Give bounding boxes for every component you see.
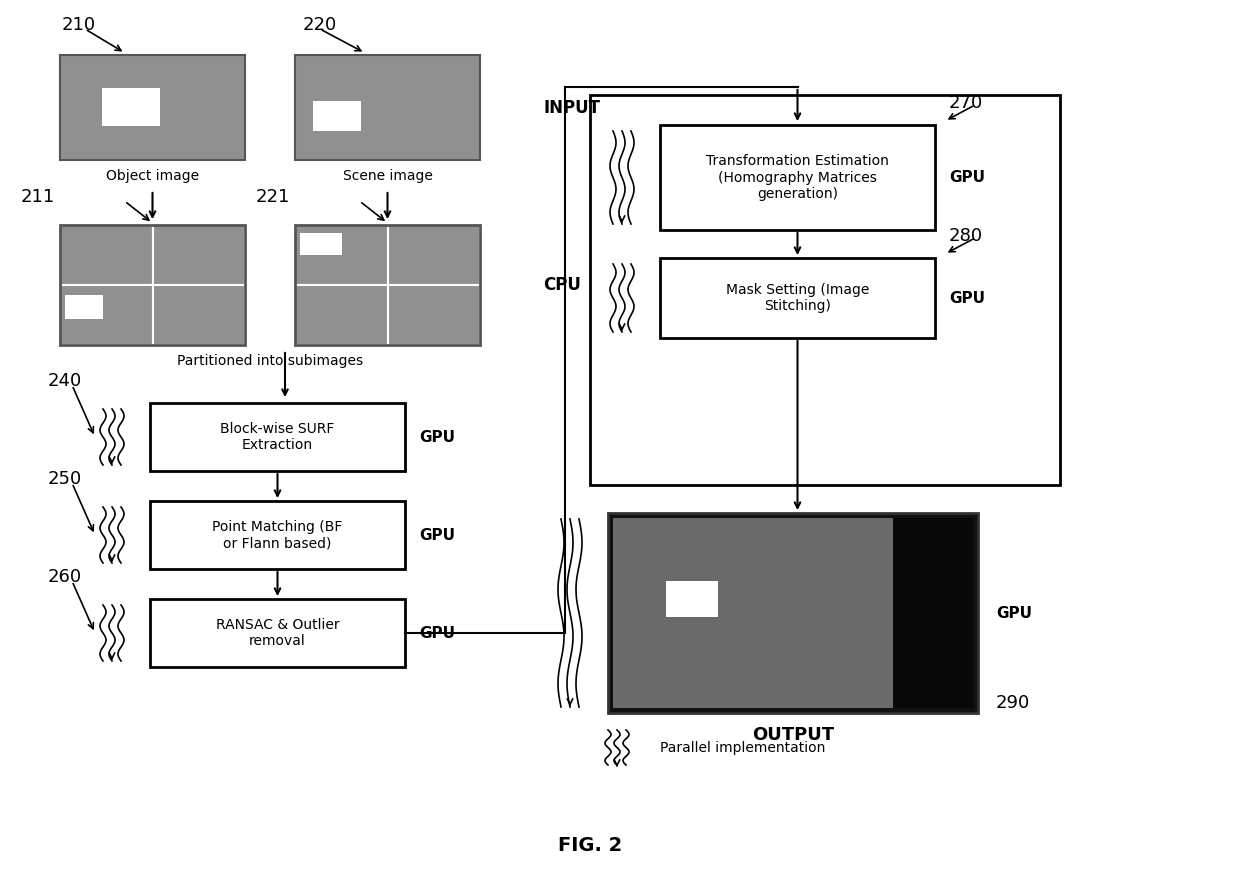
Bar [608, 513, 978, 713]
Text: FIG. 2: FIG. 2 [558, 836, 622, 854]
Bar [388, 285, 480, 345]
Text: 211: 211 [21, 188, 55, 206]
Text: GPU: GPU [996, 605, 1032, 620]
Text: Block-wise SURF
Extraction: Block-wise SURF Extraction [221, 422, 335, 452]
Bar [64, 295, 103, 319]
Bar [150, 403, 405, 471]
Bar [60, 225, 153, 285]
Text: Transformation Estimation
(Homography Matrices
generation): Transformation Estimation (Homography Ma… [706, 154, 889, 201]
Bar [60, 285, 153, 345]
Bar [666, 581, 718, 617]
Bar [295, 225, 388, 285]
Text: Object image: Object image [105, 169, 200, 183]
Bar [153, 285, 246, 345]
Text: INPUT: INPUT [543, 99, 600, 117]
Bar [893, 518, 973, 708]
Bar [150, 599, 405, 667]
Text: CPU: CPU [543, 276, 580, 294]
Text: 290: 290 [996, 694, 1030, 712]
Text: Parallel implementation: Parallel implementation [660, 741, 826, 755]
Bar [153, 225, 246, 285]
Text: 240: 240 [48, 372, 82, 390]
Bar [660, 125, 935, 230]
Bar [60, 55, 246, 160]
Text: GPU: GPU [949, 290, 985, 305]
Text: 220: 220 [303, 16, 337, 34]
Text: Partitioned into subimages: Partitioned into subimages [177, 354, 363, 368]
Bar [590, 95, 1060, 485]
Bar [388, 225, 480, 285]
Text: 260: 260 [48, 568, 82, 586]
Bar [295, 225, 480, 345]
Text: GPU: GPU [949, 170, 985, 185]
Bar [300, 233, 342, 255]
Text: 270: 270 [949, 94, 983, 112]
Text: GPU: GPU [419, 626, 455, 641]
Text: Point Matching (BF
or Flann based): Point Matching (BF or Flann based) [212, 520, 342, 550]
Text: GPU: GPU [419, 528, 455, 543]
Bar [613, 518, 893, 708]
Text: Mask Setting (Image
Stitching): Mask Setting (Image Stitching) [725, 283, 869, 313]
Text: RANSAC & Outlier
removal: RANSAC & Outlier removal [216, 618, 340, 648]
Bar [150, 501, 405, 569]
Bar [295, 55, 480, 160]
Text: 250: 250 [48, 470, 82, 488]
Bar [102, 88, 160, 126]
Bar [660, 258, 935, 338]
Bar [295, 285, 388, 345]
Text: 280: 280 [949, 227, 983, 245]
Text: GPU: GPU [419, 430, 455, 444]
Text: OUTPUT: OUTPUT [751, 726, 835, 744]
Bar [312, 101, 361, 131]
Text: Scene image: Scene image [342, 169, 433, 183]
Text: 221: 221 [255, 188, 290, 206]
Bar [60, 225, 246, 345]
Text: 210: 210 [62, 16, 97, 34]
